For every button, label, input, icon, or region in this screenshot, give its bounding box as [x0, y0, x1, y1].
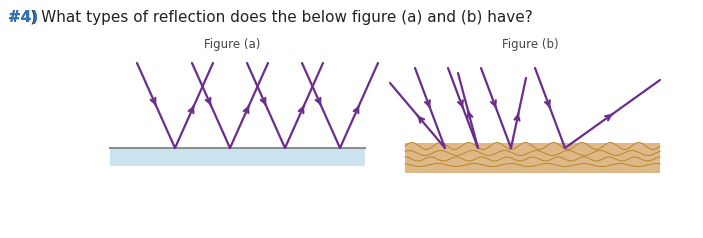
Bar: [405, 143, 660, 173]
Text: #4): #4): [8, 10, 38, 25]
Bar: [110, 148, 365, 166]
Text: Figure (a): Figure (a): [204, 38, 260, 51]
Text: #4): #4): [8, 10, 38, 25]
Text: #4) What types of reflection does the below figure (a) and (b) have?: #4) What types of reflection does the be…: [8, 10, 533, 25]
Text: Figure (b): Figure (b): [502, 38, 558, 51]
